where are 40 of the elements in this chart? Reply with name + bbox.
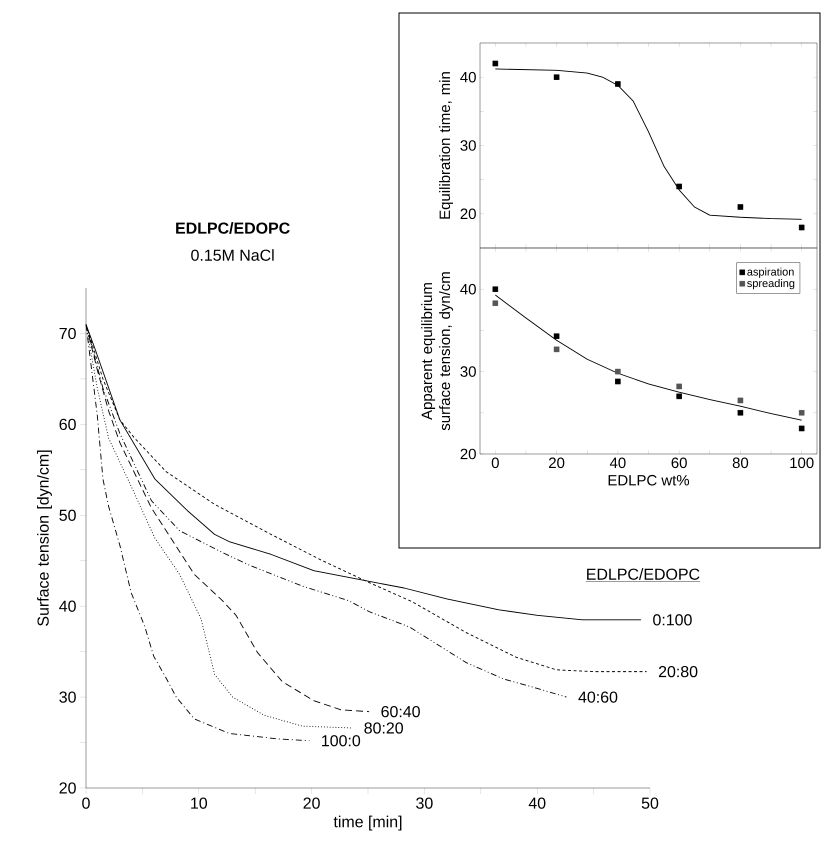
y-tick-label: 30	[460, 366, 476, 377]
legend-label: spreading	[747, 279, 794, 290]
x-tick-label: 0	[82, 798, 90, 809]
x-axis-title: EDLPC wt%	[608, 474, 690, 486]
x-tick-label: 40	[610, 458, 626, 468]
x-tick-label: 30	[416, 798, 433, 809]
x-tick-label: 100	[790, 458, 814, 468]
y-tick-label: 30	[59, 691, 76, 703]
y-tick-label: 70	[60, 328, 76, 340]
x-tick-label: 50	[642, 798, 658, 809]
y-tick-label: 20	[60, 782, 76, 794]
y-tick-label: 50	[59, 510, 76, 521]
series-label: 0:100	[653, 614, 692, 626]
x-axis-title: time [min]	[334, 816, 402, 831]
y-tick-label: 30	[460, 140, 476, 151]
x-tick-label: 40	[528, 798, 546, 809]
series-label: 100:0	[322, 735, 360, 746]
series-label: 80:20	[364, 722, 403, 734]
legend-label: aspiration	[747, 268, 794, 278]
x-tick-label: 60	[672, 458, 687, 468]
x-tick-label: 0	[492, 458, 499, 468]
y-tick-label: 20	[460, 448, 476, 460]
series-label: 20:80	[658, 666, 698, 678]
legend-title: EDLPC/EDOPC	[587, 568, 700, 580]
y-tick-label: 40	[460, 284, 476, 294]
y-tick-label: 20	[460, 208, 476, 220]
chart-subtitle: 0.15M NaCl	[191, 249, 274, 261]
y-axis-title: Apparent equilibrium surface tension, dyn/cm	[421, 272, 454, 430]
y-axis-title: Equilibration time, min	[439, 72, 454, 219]
y-tick-label: 40	[460, 72, 476, 82]
x-tick-label: 20	[549, 458, 564, 468]
y-tick-label: 60	[60, 418, 76, 430]
x-tick-label: 10	[191, 798, 208, 809]
x-tick-label: 20	[304, 798, 320, 809]
y-axis-title: Surface tension [dyn/cm]	[37, 450, 52, 626]
series-label: 40:60	[578, 691, 618, 703]
y-tick-label: 40	[59, 600, 76, 612]
x-tick-label: 80	[732, 458, 748, 468]
chart-title: EDLPC/EDOPC	[176, 222, 290, 234]
series-label: 60:40	[381, 706, 420, 718]
